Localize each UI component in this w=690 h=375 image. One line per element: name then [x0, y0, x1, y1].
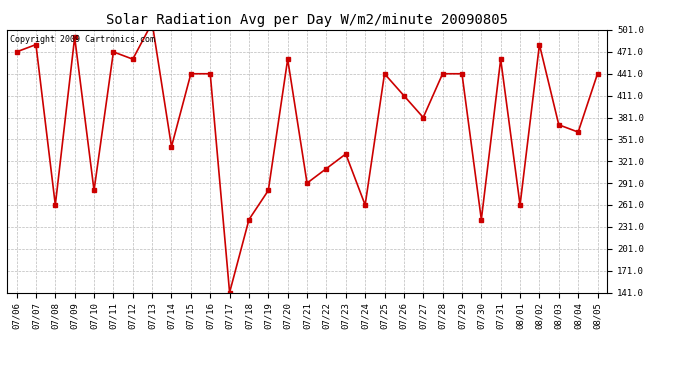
Text: Copyright 2009 Cartronics.com: Copyright 2009 Cartronics.com — [10, 35, 155, 44]
Title: Solar Radiation Avg per Day W/m2/minute 20090805: Solar Radiation Avg per Day W/m2/minute … — [106, 13, 508, 27]
